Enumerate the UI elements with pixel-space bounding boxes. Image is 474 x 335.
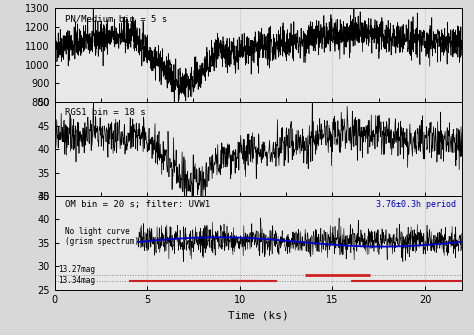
Text: RGS1 bin = 18 s: RGS1 bin = 18 s [64, 108, 146, 117]
Text: 13.34mag: 13.34mag [58, 276, 95, 285]
Text: 3.76±0.3h period: 3.76±0.3h period [376, 200, 456, 209]
X-axis label: Time (ks): Time (ks) [228, 310, 289, 320]
Text: No light curve
(grism spectrum): No light curve (grism spectrum) [64, 227, 139, 246]
Text: PN/Medium bin = 5 s: PN/Medium bin = 5 s [64, 14, 167, 23]
Text: 13.27mag: 13.27mag [58, 265, 95, 274]
Text: OM bin = 20 s; filter: UVW1: OM bin = 20 s; filter: UVW1 [64, 200, 210, 209]
